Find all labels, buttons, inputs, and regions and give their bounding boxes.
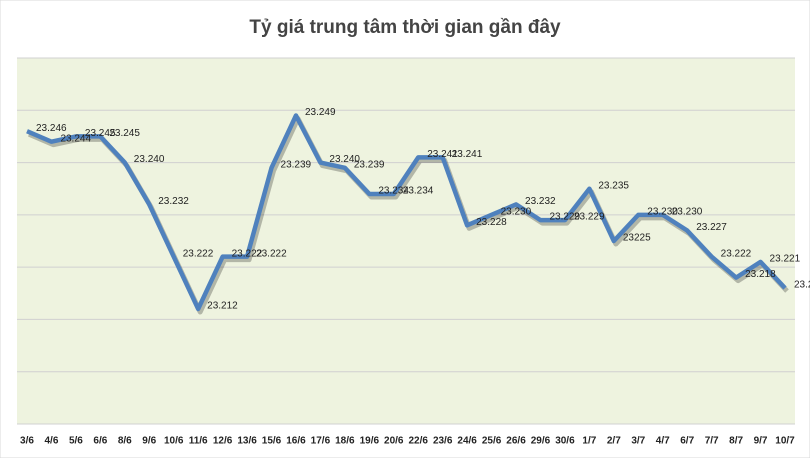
- data-label: 23.234: [378, 186, 409, 197]
- x-tick-label: 9/7: [754, 436, 768, 447]
- x-tick-label: 23/6: [433, 436, 453, 447]
- x-tick-label: 9/6: [142, 436, 156, 447]
- data-label: 23.246: [36, 123, 67, 134]
- data-label: 23.249: [305, 107, 336, 118]
- x-tick-label: 6/6: [93, 436, 107, 447]
- data-label: 23.222: [232, 248, 263, 259]
- x-tick-label: 7/7: [705, 436, 719, 447]
- x-tick-label: 29/6: [531, 436, 551, 447]
- x-tick-label: 18/6: [335, 436, 355, 447]
- x-tick-label: 24/6: [457, 436, 477, 447]
- x-tick-label: 16/6: [286, 436, 306, 447]
- chart-title: Tỷ giá trung tâm thời gian gần đây: [249, 17, 561, 38]
- data-label: 23225: [623, 233, 651, 244]
- data-label: 23.240: [329, 154, 360, 165]
- data-label: 23.222: [256, 248, 287, 259]
- data-label: 23.241: [452, 149, 483, 160]
- x-tick-label: 4/7: [656, 436, 670, 447]
- x-tick-label: 17/6: [311, 436, 331, 447]
- x-tick-label: 11/6: [189, 436, 208, 447]
- data-label: 23.228: [476, 217, 507, 228]
- x-tick-label: 20/6: [384, 436, 404, 447]
- x-tick-label: 1/7: [582, 436, 596, 447]
- x-tick-label: 22/6: [408, 436, 428, 447]
- data-label: 23.245: [85, 128, 116, 139]
- data-label: 23.230: [647, 206, 678, 217]
- data-label: 23.235: [598, 180, 629, 191]
- series-line: [26, 113, 787, 312]
- data-label: 23.216: [794, 280, 810, 291]
- data-label: 23.222: [183, 248, 214, 259]
- data-label: 23.230: [501, 206, 532, 217]
- data-label: 23.230: [672, 206, 703, 217]
- data-label: 23.221: [770, 254, 801, 265]
- x-tick-label: 26/6: [506, 436, 526, 447]
- x-tick-label: 13/6: [237, 436, 257, 447]
- plot-area: [17, 58, 795, 424]
- data-label: 23.232: [525, 196, 556, 207]
- data-label: 23.245: [109, 128, 140, 139]
- data-label: 23.222: [721, 248, 752, 259]
- x-tick-label: 10/7: [775, 436, 795, 447]
- x-tick-label: 5/6: [69, 436, 83, 447]
- data-label: 23.232: [158, 196, 189, 207]
- x-tick-label: 8/7: [729, 436, 743, 447]
- data-label: 23.218: [745, 269, 776, 280]
- x-tick-label: 6/7: [680, 436, 694, 447]
- x-tick-label: 8/6: [118, 436, 132, 447]
- x-tick-label: 30/6: [555, 436, 575, 447]
- x-tick-label: 25/6: [482, 436, 502, 447]
- data-label: 23.234: [403, 186, 434, 197]
- x-tick-label: 10/6: [164, 436, 184, 447]
- data-label: 23.240: [134, 154, 165, 165]
- data-label: 23.212: [207, 301, 238, 312]
- data-label: 23.229: [549, 212, 580, 223]
- x-tick-label: 2/7: [607, 436, 621, 447]
- data-label: 23.244: [60, 133, 91, 144]
- x-tick-label: 15/6: [262, 436, 282, 447]
- data-label: 23.227: [696, 222, 727, 233]
- x-tick-label: 12/6: [213, 436, 233, 447]
- data-label: 23.239: [281, 159, 312, 170]
- x-tick-label: 3/7: [631, 436, 645, 447]
- x-tick-label: 4/6: [44, 436, 58, 447]
- x-tick-label: 3/6: [20, 436, 34, 447]
- data-label: 23.239: [354, 159, 385, 170]
- x-tick-label: 19/6: [360, 436, 380, 447]
- data-label: 23.229: [574, 212, 605, 223]
- data-label: 23.241: [427, 149, 458, 160]
